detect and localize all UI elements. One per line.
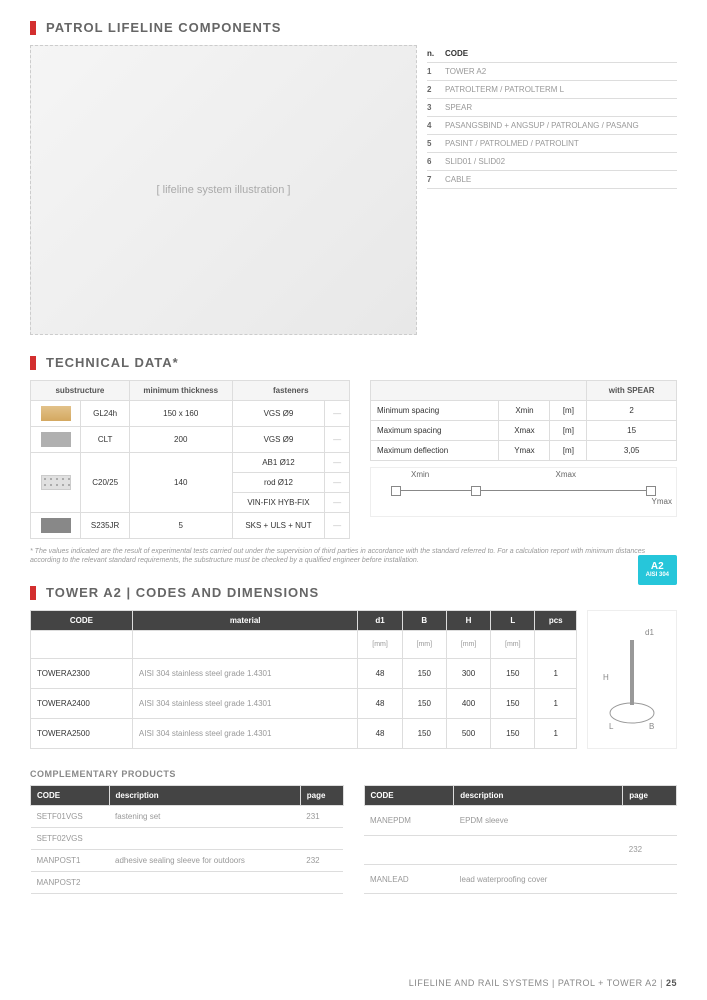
tech-row: C20/25140AB1 Ø12— [31, 453, 350, 473]
spacing-diagram: Xmin Xmax Ymax [370, 467, 677, 517]
fastener-icon: — [325, 513, 350, 539]
complementary-row: MANPOST1adhesive sealing sleeve for outd… [31, 850, 344, 872]
tower-codes-table: CODEmateriald1BHLpcs [mm][mm][mm][mm] TO… [30, 610, 577, 749]
page-footer: LIFELINE AND RAIL SYSTEMS | PATROL + TOW… [409, 978, 677, 988]
section-title-components: PATROL LIFELINE COMPONENTS [30, 20, 677, 35]
complementary-row: MANLEADlead waterproofing cover [364, 864, 677, 893]
tech-row: CLT200VGS Ø9— [31, 427, 350, 453]
section-title-tower: TOWER A2 | CODES AND DIMENSIONS [30, 585, 677, 600]
complementary-row: 232 [364, 835, 677, 864]
components-legend: n. CODE 1TOWER A22PATROLTERM / PATROLTER… [427, 45, 677, 335]
svg-text:B: B [649, 722, 654, 731]
tower-section: A2 AISI 304 TOWER A2 | CODES AND DIMENSI… [30, 585, 677, 749]
tower-dimension-diagram: d1 H L B [587, 610, 677, 749]
legend-row: 7CABLE [427, 171, 677, 189]
fastener-icon: — [325, 473, 350, 493]
substructure-swatch [41, 475, 71, 490]
legend-row: 1TOWER A2 [427, 63, 677, 81]
complementary-row: SETF02VGS [31, 828, 344, 850]
red-bar-icon [30, 21, 36, 35]
spacing-row: Maximum spacingXmax[m]15 [371, 421, 677, 441]
svg-text:H: H [603, 673, 609, 682]
complementary-section: COMPLEMENTARY PRODUCTS CODE description … [30, 769, 677, 894]
legend-row: 6SLID01 / SLID02 [427, 153, 677, 171]
red-bar-icon [30, 586, 36, 600]
complementary-right-table: CODE description page MANEPDMEPDM sleeve… [364, 785, 678, 894]
tower-svg: d1 H L B [597, 625, 667, 735]
svg-text:d1: d1 [645, 628, 654, 637]
technical-footnote: * The values indicated are the result of… [30, 547, 677, 565]
tech-row: GL24h150 x 160VGS Ø9— [31, 401, 350, 427]
complementary-left-table: CODE description page SETF01VGSfastening… [30, 785, 344, 894]
legend-row: 3SPEAR [427, 99, 677, 117]
components-title: PATROL LIFELINE COMPONENTS [46, 20, 281, 35]
technical-right-table: with SPEAR Minimum spacingXmin[m]2Maximu… [370, 380, 677, 539]
technical-section: TECHNICAL DATA* substructure minimum thi… [30, 355, 677, 565]
components-area: [ lifeline system illustration ] n. CODE… [30, 45, 677, 335]
svg-text:L: L [609, 722, 614, 731]
substructure-swatch [41, 406, 71, 421]
technical-left-table: substructure minimum thickness fasteners… [30, 380, 350, 539]
substructure-swatch [41, 518, 71, 533]
tower-row: TOWERA2500AISI 304 stainless steel grade… [31, 719, 577, 749]
complementary-row: MANEPDMEPDM sleeve [364, 806, 677, 835]
legend-row: 2PATROLTERM / PATROLTERM L [427, 81, 677, 99]
fastener-icon: — [325, 493, 350, 513]
tower-row: TOWERA2300AISI 304 stainless steel grade… [31, 659, 577, 689]
complementary-row: MANPOST2 [31, 872, 344, 894]
fastener-icon: — [325, 401, 350, 427]
fastener-icon: — [325, 453, 350, 473]
section-title-technical: TECHNICAL DATA* [30, 355, 677, 370]
tower-title: TOWER A2 | CODES AND DIMENSIONS [46, 585, 319, 600]
components-diagram: [ lifeline system illustration ] [30, 45, 417, 335]
spacing-row: Minimum spacingXmin[m]2 [371, 401, 677, 421]
complementary-title: COMPLEMENTARY PRODUCTS [30, 769, 677, 779]
substructure-swatch [41, 432, 71, 447]
legend-header: n. CODE [427, 45, 677, 63]
red-bar-icon [30, 356, 36, 370]
spacing-row: Maximum deflectionYmax[m]3,05 [371, 441, 677, 461]
technical-title: TECHNICAL DATA* [46, 355, 179, 370]
tower-row: TOWERA2400AISI 304 stainless steel grade… [31, 689, 577, 719]
complementary-row: SETF01VGSfastening set231 [31, 806, 344, 828]
legend-row: 5PASINT / PATROLMED / PATROLINT [427, 135, 677, 153]
legend-row: 4PASANGSBIND + ANGSUP / PATROLANG / PASA… [427, 117, 677, 135]
fastener-icon: — [325, 427, 350, 453]
tech-row: S235JR5SKS + ULS + NUT— [31, 513, 350, 539]
a2-badge: A2 AISI 304 [638, 555, 677, 585]
